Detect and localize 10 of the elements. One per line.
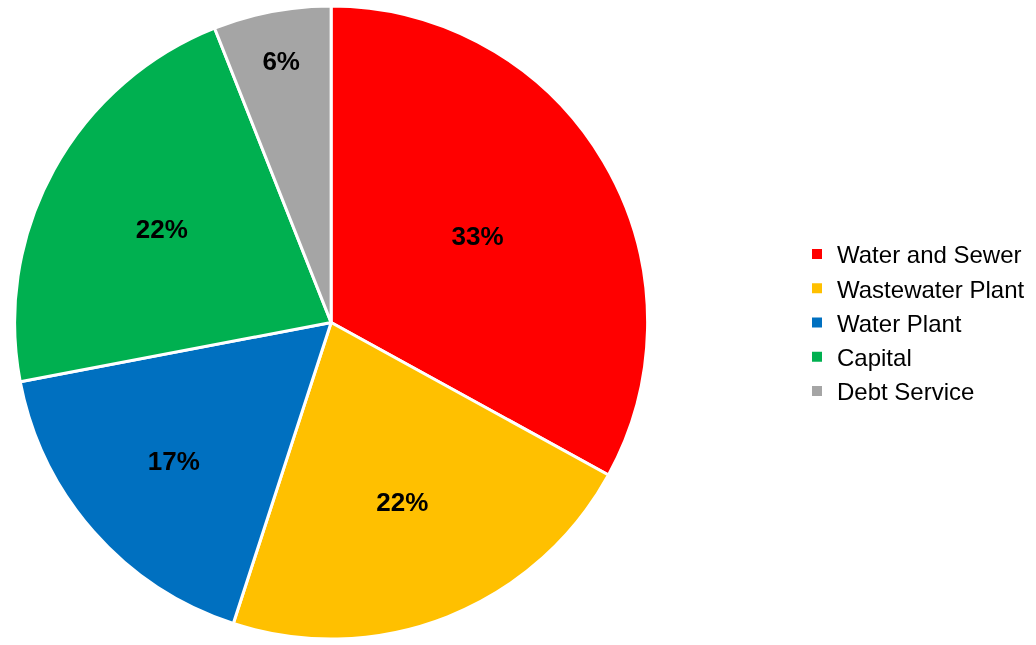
data-label: 22% [135, 214, 188, 245]
legend-label: Debt Service [837, 378, 975, 406]
legend-label: Capital [837, 344, 912, 372]
data-label: 33% [451, 220, 504, 251]
legend-label: Water Plant [837, 309, 962, 337]
data-label: 6% [262, 45, 300, 76]
data-label: 22% [376, 487, 429, 518]
data-label: 17% [147, 446, 200, 477]
legend-label: Water and Sewer [837, 241, 1022, 269]
legend-label: Wastewater Plant [837, 275, 1025, 303]
